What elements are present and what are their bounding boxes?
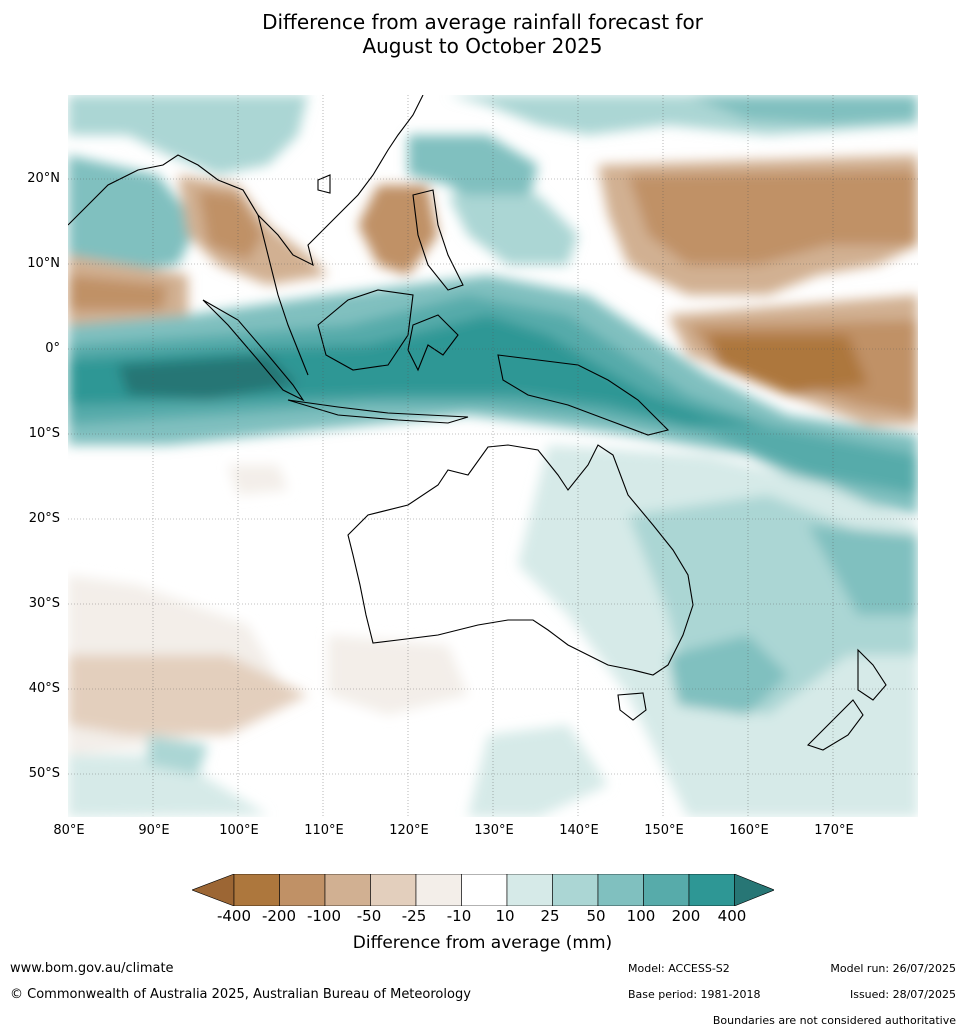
colorbar-tick: -200 <box>261 907 297 925</box>
colorbar-tick: 100 <box>626 907 656 925</box>
map-canvas <box>68 95 918 817</box>
lon-label-80e: 80°E <box>53 823 85 838</box>
colorbar-swatches <box>191 873 776 907</box>
map-title: Difference from average rainfall forecas… <box>0 10 965 58</box>
lon-label-90e: 90°E <box>138 823 170 838</box>
lat-label-10n: 10°N <box>27 256 60 271</box>
colorbar-swatch <box>415 873 462 907</box>
footer-model-run: Model run: 26/07/2025 <box>830 962 956 975</box>
lat-label-0: 0° <box>45 341 60 356</box>
lat-label-30s: 30°S <box>28 596 60 611</box>
footer-issued: Issued: 28/07/2025 <box>849 988 956 1001</box>
colorbar-tick: 400 <box>717 907 747 925</box>
colorbar-tick: 50 <box>586 907 606 925</box>
colorbar-swatch <box>233 873 280 907</box>
lon-label-140e: 140°E <box>559 823 599 838</box>
colorbar-swatch <box>688 873 735 907</box>
lat-label-50s: 50°S <box>28 766 60 781</box>
footer-model: Model: ACCESS-S2 <box>628 962 730 975</box>
footer-url: www.bom.gov.au/climate <box>10 961 174 976</box>
colorbar-tick: -100 <box>306 907 342 925</box>
colorbar-swatch <box>643 873 690 907</box>
footer-base-period: Base period: 1981-2018 <box>628 988 761 1001</box>
lon-label-110e: 110°E <box>304 823 344 838</box>
lon-label-130e: 130°E <box>474 823 514 838</box>
colorbar-tick: -400 <box>216 907 252 925</box>
lat-label-20s: 20°S <box>28 511 60 526</box>
colorbar-tick: 10 <box>495 907 515 925</box>
lon-label-100e: 100°E <box>219 823 259 838</box>
lat-label-40s: 40°S <box>28 681 60 696</box>
title-line-2: August to October 2025 <box>362 34 603 58</box>
colorbar-extend-low <box>191 873 235 907</box>
colorbar-tick: -25 <box>401 907 427 925</box>
title-line-1: Difference from average rainfall forecas… <box>262 10 703 34</box>
colorbar-swatch <box>506 873 553 907</box>
colorbar-swatch <box>370 873 417 907</box>
footer-boundaries: Boundaries are not considered authoritat… <box>712 1014 956 1027</box>
colorbar-swatch <box>324 873 371 907</box>
colorbar <box>191 873 776 910</box>
colorbar-extend-high <box>734 873 776 907</box>
colorbar-title: Difference from average (mm) <box>352 933 613 953</box>
lon-label-170e: 170°E <box>814 823 854 838</box>
colorbar-swatch <box>552 873 599 907</box>
lon-label-120e: 120°E <box>389 823 429 838</box>
lon-label-160e: 160°E <box>729 823 769 838</box>
lat-label-10s: 10°S <box>28 426 60 441</box>
colorbar-tick: -50 <box>356 907 382 925</box>
colorbar-swatch <box>279 873 326 907</box>
colorbar-tick: 25 <box>540 907 560 925</box>
lat-label-20n: 20°N <box>27 171 60 186</box>
colorbar-tick: 200 <box>671 907 701 925</box>
footer-copyright: © Commonwealth of Australia 2025, Austra… <box>10 987 471 1002</box>
graticule <box>68 95 918 817</box>
lon-label-150e: 150°E <box>644 823 684 838</box>
colorbar-swatch <box>597 873 644 907</box>
rainfall-map <box>68 95 918 817</box>
colorbar-tick: -10 <box>446 907 472 925</box>
colorbar-swatch <box>461 873 508 907</box>
